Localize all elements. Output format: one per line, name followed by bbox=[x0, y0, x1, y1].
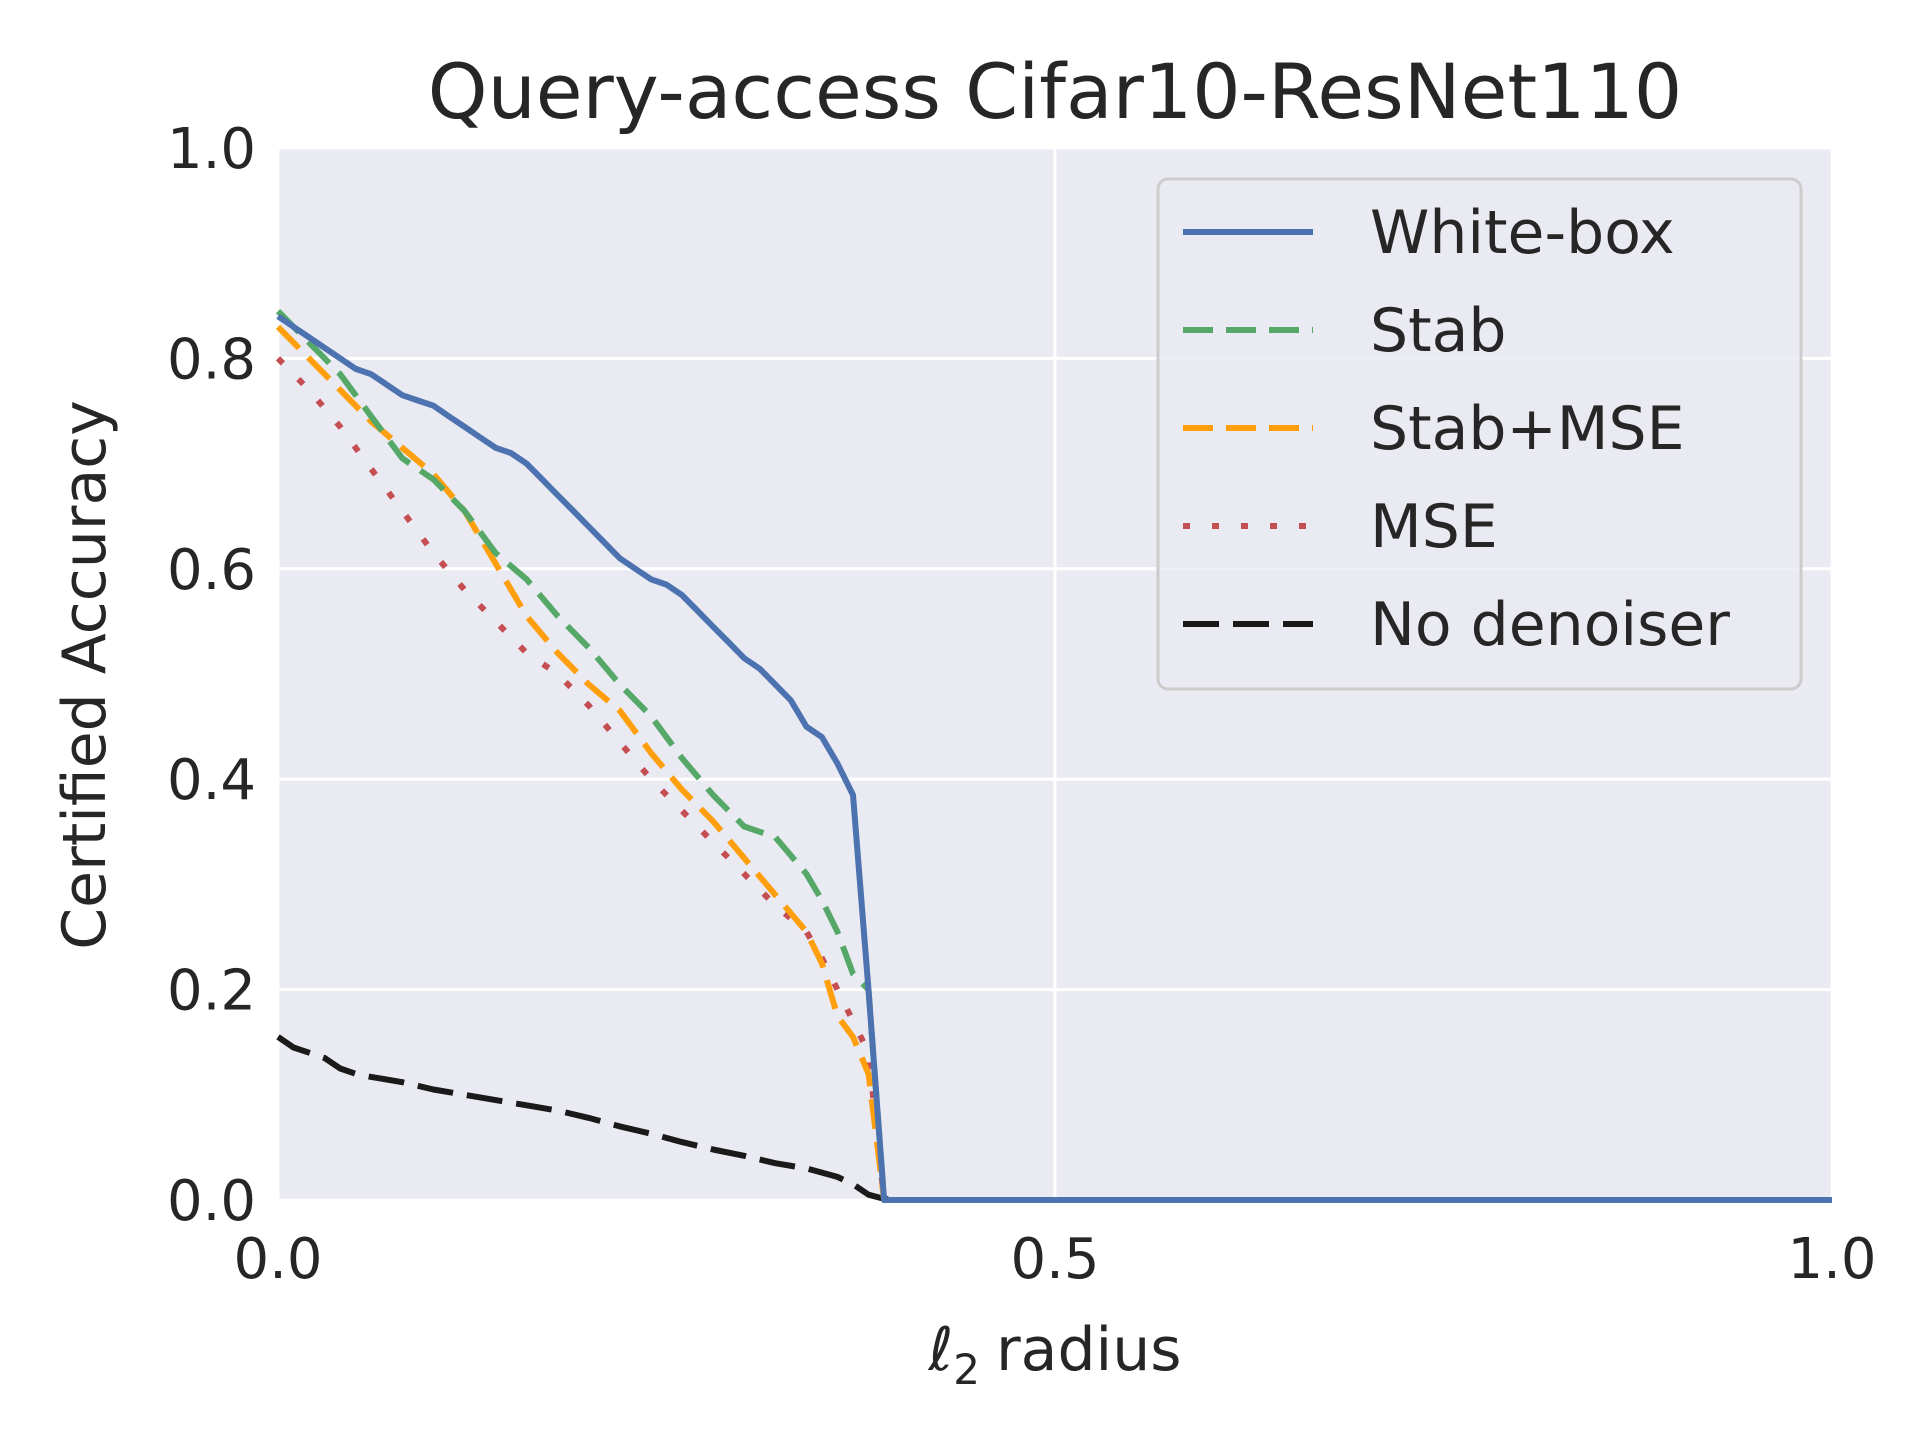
series-lines bbox=[275, 308, 1832, 1203]
x-tick-label: 1.0 bbox=[1787, 1227, 1876, 1292]
x-axis-label: ℓ2 radius bbox=[927, 1315, 1181, 1394]
series-line-no-denoiser bbox=[276, 1034, 1832, 1203]
series-line-white-box bbox=[276, 313, 1832, 1203]
x-axis-label-text: radius bbox=[996, 1315, 1181, 1385]
legend: White-box Stab Stab+MSE MSE No denoiser bbox=[1156, 177, 1803, 691]
series-line-mse bbox=[275, 356, 1832, 1203]
x-tick-label: 0.0 bbox=[233, 1227, 322, 1292]
y-axis-label: Certified Accuracy bbox=[50, 400, 120, 949]
legend-label-stab: Stab bbox=[1370, 296, 1506, 366]
chart-title: Query-access Cifar10-ResNet110 bbox=[428, 47, 1682, 136]
x-tick-label: 0.5 bbox=[1010, 1227, 1099, 1292]
y-tick-label: 0.8 bbox=[167, 327, 256, 392]
legend-label-stab-mse: Stab+MSE bbox=[1370, 394, 1685, 464]
tick-labels: 0.0 0.5 1.0 0.0 0.2 0.4 0.6 0.8 1.0 bbox=[167, 117, 1877, 1292]
legend-box bbox=[1156, 177, 1803, 691]
y-tick-label: 0.2 bbox=[167, 959, 256, 1024]
y-tick-label: 0.0 bbox=[167, 1169, 256, 1234]
legend-label-white-box: White-box bbox=[1370, 198, 1675, 268]
y-tick-label: 1.0 bbox=[167, 117, 256, 182]
legend-label-mse: MSE bbox=[1370, 492, 1498, 562]
x-axis-label-subscript: 2 bbox=[953, 1345, 980, 1394]
y-tick-label: 0.6 bbox=[167, 538, 256, 603]
x-axis-label-symbol: ℓ bbox=[927, 1315, 953, 1385]
y-tick-label: 0.4 bbox=[167, 748, 256, 813]
series-line-stab-mse bbox=[275, 324, 1832, 1203]
legend-label-no-denoiser: No denoiser bbox=[1370, 590, 1730, 660]
